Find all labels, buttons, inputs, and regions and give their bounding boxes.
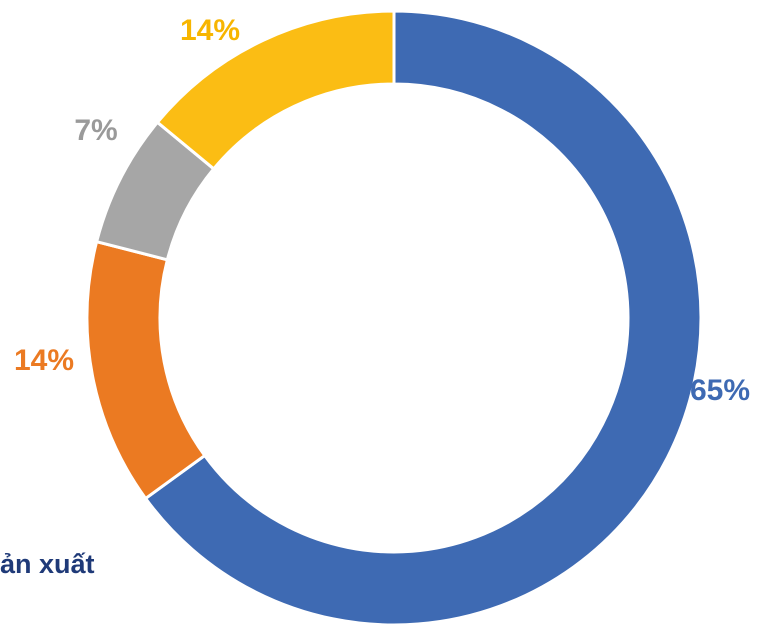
donut-slice <box>155 9 396 171</box>
value-label: 65% <box>690 374 750 407</box>
value-label: 7% <box>74 114 117 147</box>
annotation: ản xuất <box>0 549 95 579</box>
donut-slice <box>85 239 207 501</box>
value-label: 14% <box>180 14 240 47</box>
donut-slice <box>143 9 703 627</box>
value-label: 14% <box>14 344 74 377</box>
